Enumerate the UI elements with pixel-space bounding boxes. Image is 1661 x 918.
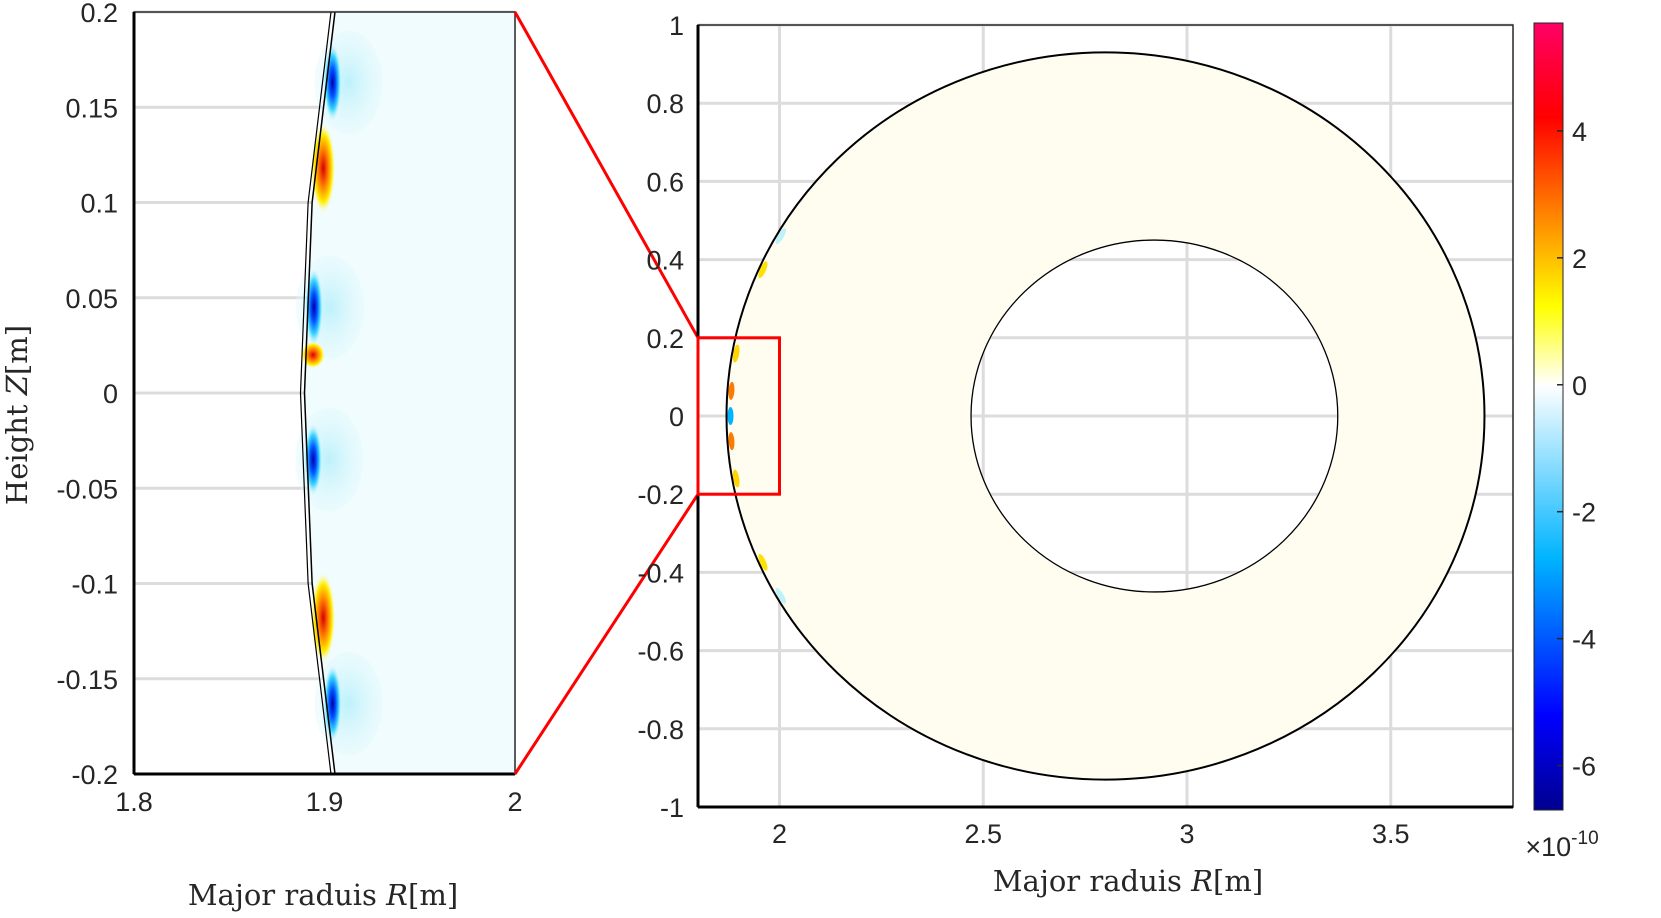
zoom-axes xyxy=(132,11,516,776)
colorbar-ticklabel-0: 4 xyxy=(1572,117,1587,147)
full-xtick-3: 3.5 xyxy=(1372,819,1410,849)
zoom-field xyxy=(295,12,515,774)
connector-top xyxy=(513,11,700,339)
zoom-ylabel: Height Z[m] xyxy=(0,325,34,505)
full-ytick-2: 0.6 xyxy=(646,167,684,197)
zoom-ytick-5: -0.05 xyxy=(56,474,118,504)
colorbar-ticklabel-1: 2 xyxy=(1572,244,1587,274)
full-edge-feature-8 xyxy=(758,553,768,571)
full-ytick-0: 1 xyxy=(669,11,684,41)
colorbar-ticks: 4 2 0 -2 -4 -6 xyxy=(1557,117,1596,782)
full-edge-feature-2 xyxy=(728,381,735,400)
zoom-ytick-3: 0.05 xyxy=(65,284,118,314)
full-ytick-3: 0.4 xyxy=(646,246,684,276)
zoom-ytick-1: 0.15 xyxy=(65,93,118,123)
zoom-xtick-1: 1.9 xyxy=(306,787,344,817)
colorbar-ticklabel-3: -2 xyxy=(1572,498,1596,528)
colorbar-ticklabel-2: 0 xyxy=(1572,371,1587,401)
zoom-ytick-6: -0.1 xyxy=(71,570,118,600)
full-xtick-2: 3 xyxy=(1179,819,1194,849)
full-edge-feature-6 xyxy=(775,587,786,604)
colorbar-ticklabel-5: -6 xyxy=(1572,752,1596,782)
full-xlabel: Major raduis R[m] xyxy=(993,864,1263,898)
zoom-xtick-2: 2 xyxy=(507,787,522,817)
full-outer-boundary xyxy=(725,51,1486,781)
zoom-feature-negative-4 xyxy=(304,423,323,496)
full-xtick-0: 2 xyxy=(772,819,787,849)
zoom-xlabel: Major raduis R[m] xyxy=(188,878,458,912)
zoom-tick-labels: 0.2 0.15 0.1 0.05 0 -0.05 -0.1 -0.15 -0.21.8 1.9 2 xyxy=(56,0,522,817)
colorbar: 4 2 0 -2 -4 -6 ×10-10 xyxy=(1525,22,1599,862)
full-ytick-1: 0.8 xyxy=(646,89,684,119)
full-field xyxy=(726,52,1485,780)
full-ytick-5: 0 xyxy=(669,402,684,432)
full-ytick-9: -0.8 xyxy=(637,715,684,745)
zoom-connectors xyxy=(513,11,700,775)
zoom-boundary-outer xyxy=(299,11,332,775)
zoom-feature-positive-1 xyxy=(311,123,336,214)
connector-bottom xyxy=(513,493,700,775)
full-annulus-field xyxy=(726,52,1485,780)
full-zoom-box xyxy=(696,336,781,496)
full-axes xyxy=(696,24,1514,809)
full-edge-feature-7 xyxy=(758,261,768,279)
colorbar-scale xyxy=(1533,22,1564,811)
zoom-ytick-7: -0.15 xyxy=(56,665,118,695)
full-ytick-6: -0.2 xyxy=(637,480,684,510)
zoom-panel: 0.2 0.15 0.1 0.05 0 -0.05 -0.1 -0.15 -0.21.8 1.9 2… xyxy=(0,0,523,912)
colorbar-ticklabel-4: -4 xyxy=(1572,625,1596,655)
full-edge-feature-4 xyxy=(727,407,734,425)
zoom-ytick-4: 0 xyxy=(103,379,118,409)
full-ytick-7: -0.4 xyxy=(637,558,684,588)
zoom-feature-positive-3 xyxy=(301,341,326,369)
zoom-feature-negative-6 xyxy=(323,664,342,743)
full-panel: 1 0.8 0.6 0.4 0.2 0 -0.2 -0.4 -0.6 -0.8 -1 2 2.5 3 3.5… xyxy=(637,11,1514,898)
zoom-feature-negative-0 xyxy=(323,43,342,122)
full-ytick-4: 0.2 xyxy=(646,324,684,354)
full-inner-boundary xyxy=(970,239,1339,593)
zoom-ytick-2: 0.1 xyxy=(80,189,118,219)
full-edge-feature-5 xyxy=(775,228,786,245)
colorbar-exponent: ×10-10 xyxy=(1525,828,1598,862)
full-edge-feature-3 xyxy=(728,432,735,451)
zoom-xtick-0: 1.8 xyxy=(115,787,153,817)
full-edge-feature-1 xyxy=(732,469,740,488)
full-xtick-1: 2.5 xyxy=(964,819,1002,849)
full-tick-labels: 1 0.8 0.6 0.4 0.2 0 -0.2 -0.4 -0.6 -0.8 -1 2 2.5 3 3.5 xyxy=(637,11,1409,849)
zoom-ytick-8: -0.2 xyxy=(71,760,118,790)
zoom-plasma-region xyxy=(304,12,515,774)
zoom-ytick-0: 0.2 xyxy=(80,0,118,28)
full-edge-feature-0 xyxy=(732,344,740,363)
full-ytick-8: -0.6 xyxy=(637,637,684,667)
full-ytick-10: -1 xyxy=(660,793,684,823)
zoom-boundary-inner xyxy=(303,11,336,775)
zoom-feature-positive-5 xyxy=(311,572,336,663)
